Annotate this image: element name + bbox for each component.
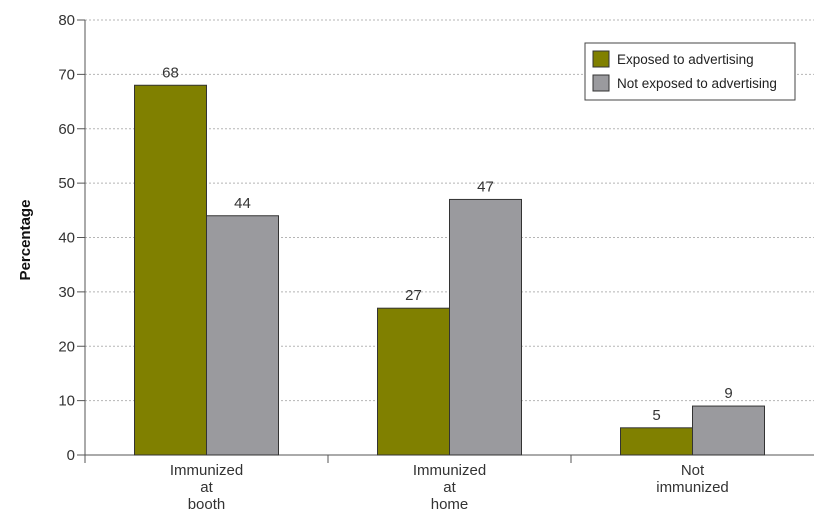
bar-value-label: 9 (724, 385, 732, 402)
y-tick-label: 10 (58, 393, 75, 410)
bar-value-label: 5 (652, 407, 660, 424)
legend-label-series-1: Exposed to advertising (617, 52, 754, 67)
y-tick-label: 30 (58, 284, 75, 301)
x-category-label: Immunized (413, 462, 486, 479)
legend-swatch-series-1 (592, 50, 610, 68)
bar-value-label: 68 (162, 64, 179, 81)
legend-box (584, 42, 796, 101)
bar-value-label: 47 (477, 178, 494, 195)
y-tick-label: 80 (58, 12, 75, 29)
bar-series-1 (134, 84, 207, 456)
legend: Exposed to advertising Not exposed to adv… (584, 42, 796, 101)
y-tick-label: 70 (58, 66, 75, 83)
x-category-label: booth (188, 496, 226, 513)
legend-label-series-2: Not exposed to advertising (617, 76, 777, 91)
bar-series-1 (620, 427, 693, 456)
bar-value-label: 44 (234, 195, 251, 212)
bars (134, 84, 765, 456)
x-category-label: at (443, 479, 456, 496)
legend-swatch-series-2 (592, 74, 610, 92)
x-category-label: Not (681, 462, 705, 479)
x-category-label: immunized (656, 479, 729, 496)
x-category-label: at (200, 479, 213, 496)
x-category-labels: ImmunizedatboothImmunizedathomeNotimmuni… (84, 455, 729, 513)
y-tick-label: 60 (58, 121, 75, 138)
y-tick-label: 20 (58, 338, 75, 355)
bar-series-1 (377, 307, 450, 456)
bar-value-label: 27 (405, 287, 422, 304)
y-tick-label: 40 (58, 230, 75, 247)
y-axis-title: Percentage (17, 200, 34, 281)
value-labels: 68 44 27 47 5 9 (162, 64, 733, 424)
bar-series-2 (692, 405, 765, 456)
bar-series-2 (206, 215, 279, 456)
bar-series-2 (449, 198, 522, 456)
y-ticks: 0 10 20 30 40 50 60 70 80 (58, 12, 85, 464)
y-tick-label: 50 (58, 175, 75, 192)
x-category-label: Immunized (170, 462, 243, 479)
y-tick-label: 0 (67, 447, 75, 464)
x-category-label: home (431, 496, 469, 513)
